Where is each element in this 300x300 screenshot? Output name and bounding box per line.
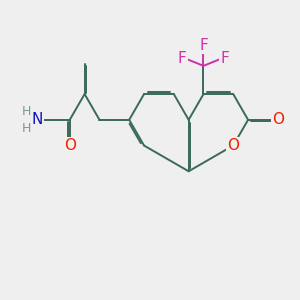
- Text: N: N: [32, 112, 43, 127]
- Text: O: O: [272, 112, 284, 127]
- Text: O: O: [64, 138, 76, 153]
- Text: O: O: [227, 138, 239, 153]
- Text: H: H: [22, 122, 31, 135]
- Text: F: F: [220, 51, 229, 66]
- Text: F: F: [199, 38, 208, 53]
- Text: F: F: [178, 51, 187, 66]
- Text: H: H: [22, 105, 31, 118]
